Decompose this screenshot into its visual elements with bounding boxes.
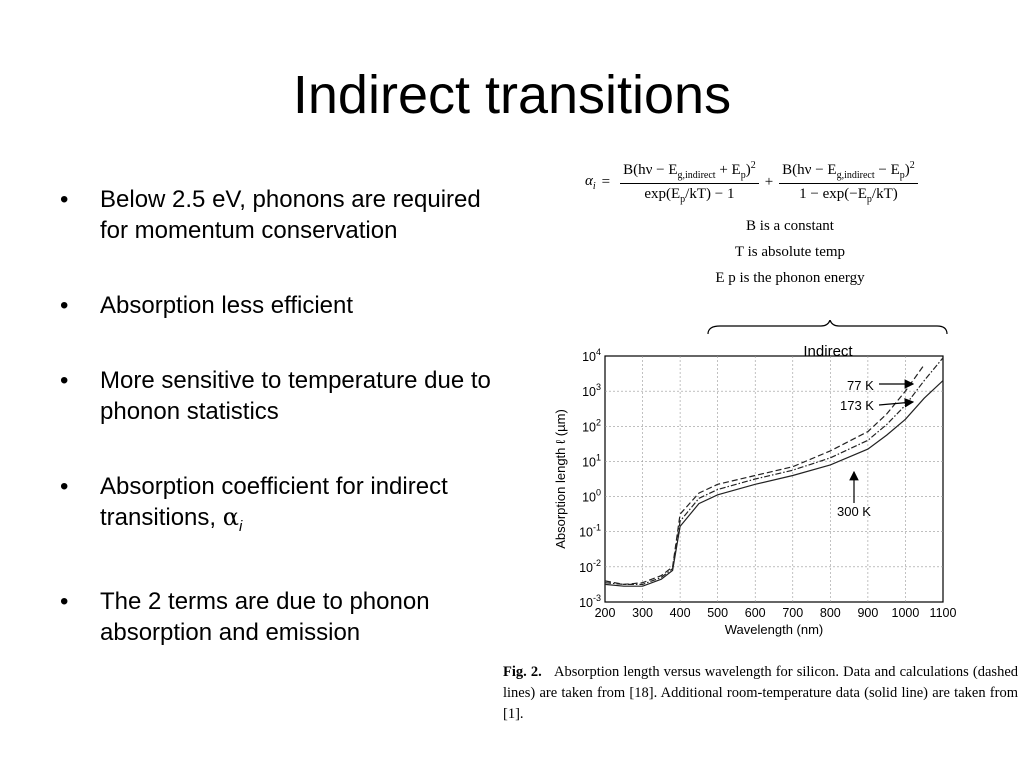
x-tick-label: 900 bbox=[857, 606, 878, 620]
formula-note-b: B is a constant bbox=[746, 218, 834, 234]
bullet-item: Absorption less efficient bbox=[58, 290, 508, 321]
term-absorption: B(hν − Eg,indirect + Ep)2 exp(Ep/kT) − 1 bbox=[620, 160, 759, 205]
y-tick-label: 100 bbox=[582, 488, 601, 505]
bullet-item: More sensitive to temperature due to pho… bbox=[58, 365, 508, 427]
bullet-text: Absorption coefficient for indirect tran… bbox=[100, 473, 448, 531]
bullet-text: More sensitive to temperature due to pho… bbox=[100, 367, 491, 425]
caption-text: Absorption length versus wavelength for … bbox=[503, 664, 1019, 722]
bullet-item: The 2 terms are due to phonon absorption… bbox=[58, 586, 508, 648]
y-tick-label: 10-1 bbox=[579, 523, 601, 540]
x-tick-label: 800 bbox=[820, 606, 841, 620]
absorption-formula: αi = B(hν − Eg,indirect + Ep)2 exp(Ep/kT… bbox=[585, 156, 995, 296]
x-tick-label: 400 bbox=[670, 606, 691, 620]
series-line-173k bbox=[604, 357, 944, 585]
bullet-list: Below 2.5 eV, phonons are required for m… bbox=[58, 184, 508, 692]
plus-sign: + bbox=[764, 174, 774, 190]
annotation-label: 300 K bbox=[837, 504, 871, 519]
equals-sign: = bbox=[601, 174, 611, 190]
term1-numerator: B(hν − Eg,indirect + Ep)2 bbox=[620, 160, 759, 184]
y-tick-label: 102 bbox=[582, 417, 601, 434]
bullet-text: Absorption less efficient bbox=[100, 292, 354, 319]
slide-title: Indirect transitions bbox=[292, 65, 732, 125]
alpha-symbol: α bbox=[222, 503, 239, 531]
x-tick-label: 200 bbox=[595, 606, 616, 620]
formula-note-t: T is absolute temp bbox=[734, 244, 846, 260]
bullet-item: Below 2.5 eV, phonons are required for m… bbox=[58, 184, 508, 246]
absorption-length-chart: Indirect 200 300 400 500 600 700 800 900 1000 1100… bbox=[553, 320, 957, 637]
x-tick-label: 600 bbox=[745, 606, 766, 620]
term2-denominator: 1 − exp(−Ep/kT) bbox=[799, 186, 898, 205]
alpha-subscript: i bbox=[238, 517, 243, 535]
bullet-text: The 2 terms are due to phonon absorption… bbox=[100, 587, 430, 646]
annotation-label: 77 K bbox=[847, 378, 874, 393]
y-tick-label: 101 bbox=[582, 452, 601, 469]
term1-denominator: exp(Ep/kT) − 1 bbox=[644, 186, 735, 205]
formula-note-ep: E p is the phonon energy bbox=[715, 270, 865, 286]
figure-caption: Fig. 2. Absorption length versus wavelen… bbox=[503, 662, 1018, 725]
formula-lhs: αi bbox=[585, 173, 596, 192]
series-line-300k bbox=[604, 380, 944, 587]
caption-label: Fig. 2. bbox=[503, 664, 542, 680]
x-tick-label: 300 bbox=[632, 606, 653, 620]
equation-row: αi = B(hν − Eg,indirect + Ep)2 exp(Ep/kT… bbox=[585, 160, 922, 205]
indirect-region-label: Indirect bbox=[803, 343, 853, 360]
y-tick-label: 104 bbox=[582, 347, 601, 364]
term-emission: B(hν − Eg,indirect − Ep)2 1 − exp(−Ep/kT… bbox=[779, 160, 918, 205]
annotation-arrow bbox=[878, 397, 915, 408]
term2-numerator: B(hν − Eg,indirect − Ep)2 bbox=[779, 160, 918, 184]
x-axis-label: Wavelength (nm) bbox=[725, 622, 824, 637]
y-tick-label: 10-2 bbox=[579, 558, 601, 575]
bullet-item: Absorption coefficient for indirect tran… bbox=[58, 471, 508, 542]
plot-frame bbox=[604, 355, 944, 603]
bullet-text: Below 2.5 eV, phonons are required for m… bbox=[100, 186, 481, 244]
series-line-77k bbox=[604, 364, 925, 586]
x-tick-label: 1000 bbox=[892, 606, 920, 620]
annotation-label: 173 K bbox=[840, 398, 874, 413]
indirect-brace bbox=[707, 320, 948, 335]
x-tick-label: 500 bbox=[707, 606, 728, 620]
y-axis-label: Absorption length ℓ (µm) bbox=[553, 409, 568, 549]
y-tick-label: 103 bbox=[582, 382, 601, 399]
x-tick-label: 1100 bbox=[930, 606, 957, 620]
x-tick-label: 700 bbox=[782, 606, 803, 620]
